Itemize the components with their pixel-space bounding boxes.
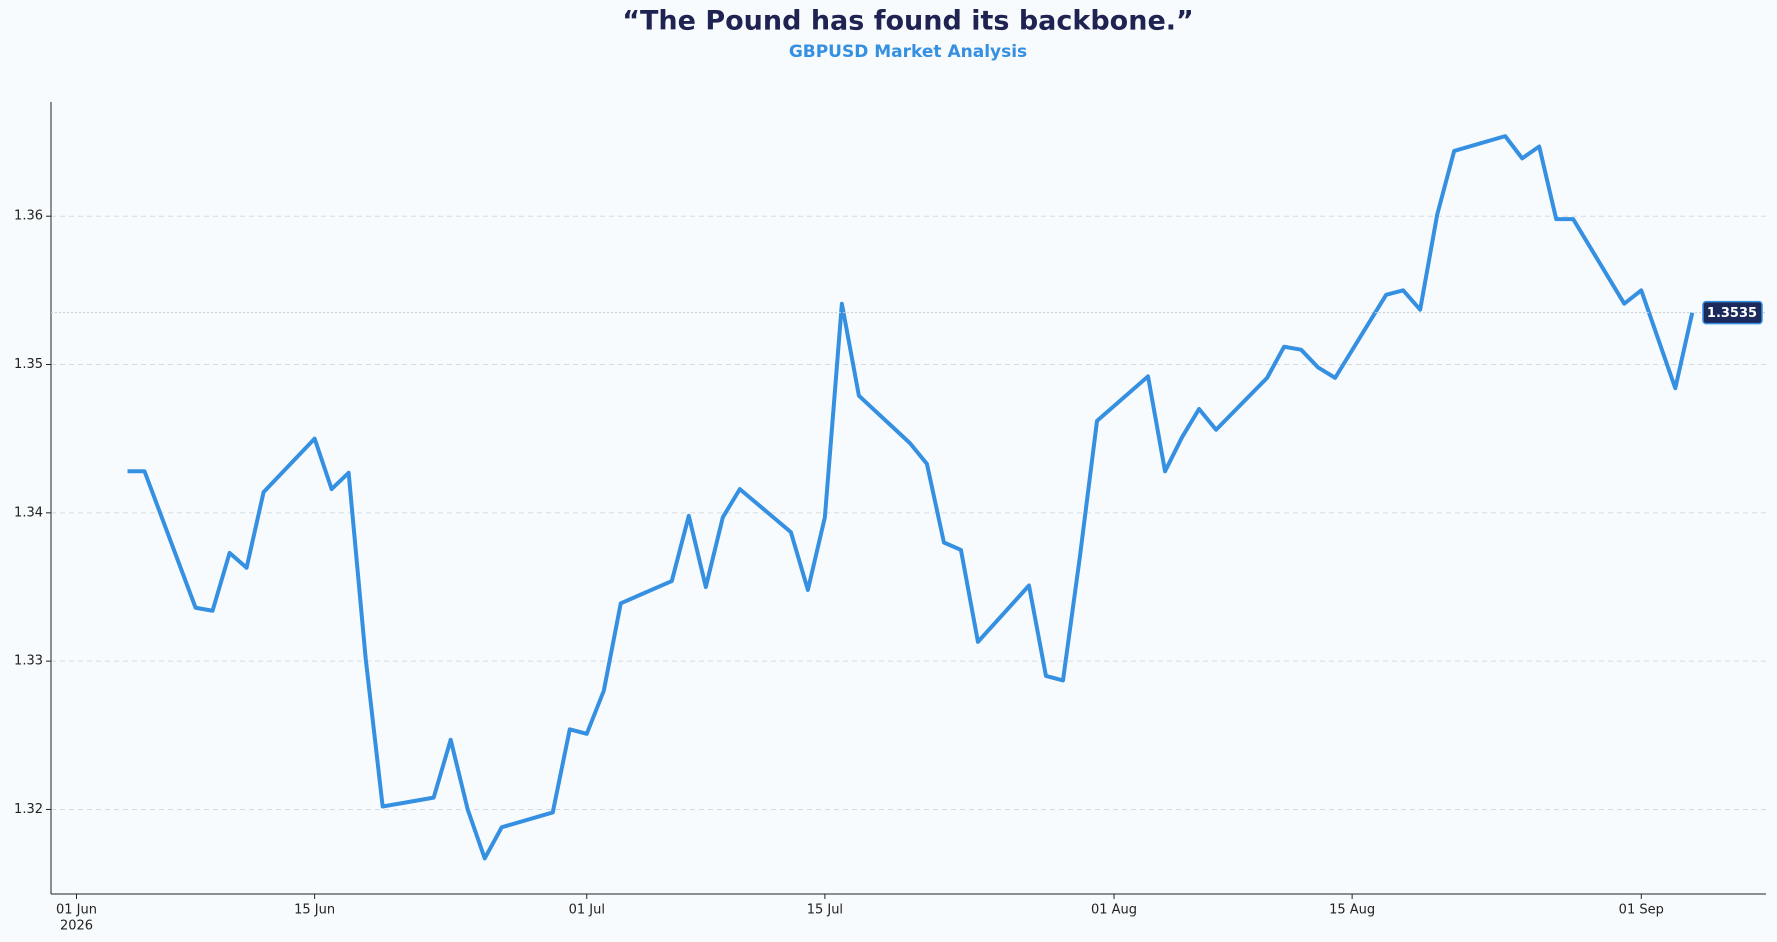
y-tick-label: 1.36	[14, 209, 43, 224]
x-tick-label: 01 Sep	[1619, 903, 1664, 918]
chart-title: “The Pound has found its backbone.”	[622, 6, 1194, 37]
last-value-label: 1.3535	[1707, 306, 1757, 321]
chart-subtitle: GBPUSD Market Analysis	[789, 42, 1027, 62]
x-tick-label: 15 Jul	[807, 903, 843, 918]
x-tick-label: 01 Aug	[1091, 903, 1137, 918]
y-tick-label: 1.32	[14, 802, 43, 817]
price-line	[127, 134, 1695, 861]
x-tick-label: 01 Jul	[569, 903, 605, 918]
y-tick-label: 1.35	[14, 357, 43, 372]
x-tick-label: 01 Jun	[56, 903, 97, 918]
y-tick-label: 1.33	[14, 654, 43, 669]
x-year-label: 2026	[60, 919, 93, 934]
x-tick-label: 15 Aug	[1329, 903, 1375, 918]
y-tick-label: 1.34	[14, 505, 43, 520]
x-tick-label: 15 Jun	[294, 903, 335, 918]
last-value-box	[1702, 300, 1763, 325]
